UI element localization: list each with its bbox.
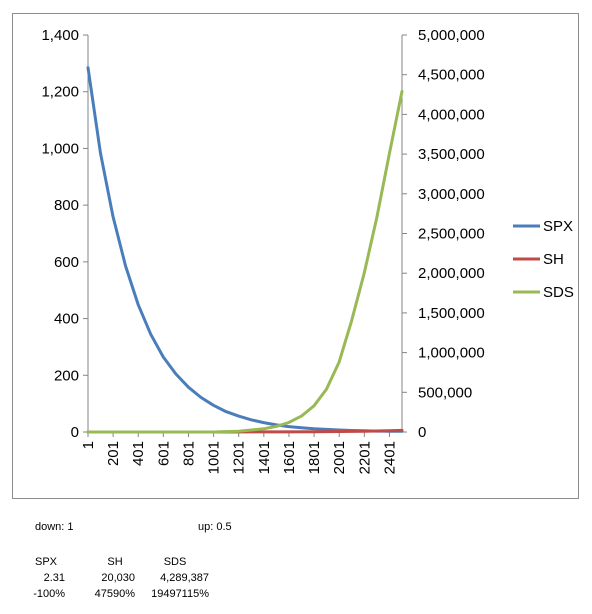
summary-change-sh: 47590% <box>94 588 135 600</box>
down-param: down: 1 <box>35 521 74 534</box>
left-tick-label: 1,200 <box>41 84 79 101</box>
summary-header-spx: SPX <box>34 556 57 568</box>
right-tick-label: 5,000,000 <box>418 27 485 44</box>
x-tick-label: 1601 <box>281 441 298 474</box>
summary-value-spx: 2.31 <box>43 572 65 584</box>
legend-label-spx: SPX <box>543 218 573 235</box>
up-param: up: 0.5 <box>198 521 232 534</box>
left-tick-label: 600 <box>54 254 79 271</box>
line-chart: 0 200 400 600 800 1,000 1,200 1,400 0 500,000 1,00… <box>41 27 574 474</box>
summary-change-sds: 19497115% <box>151 588 209 600</box>
down-value: 1 <box>67 521 74 533</box>
down-label: down: <box>35 521 65 533</box>
chart-area: 0 200 400 600 800 1,000 1,200 1,400 0 500,000 1,00… <box>12 13 579 499</box>
left-tick-label: 400 <box>54 311 79 328</box>
summary-header-sds: SDS <box>163 556 187 568</box>
x-tick-label: 1401 <box>256 441 273 474</box>
x-tick-label: 2201 <box>356 441 373 474</box>
summary-header-sh: SH <box>107 556 123 568</box>
right-tick-label: 4,000,000 <box>418 106 485 123</box>
x-tick-label: 401 <box>130 441 147 466</box>
right-tick-label: 2,000,000 <box>418 265 485 282</box>
up-value: 0.5 <box>216 521 232 533</box>
legend-label-sh: SH <box>543 251 564 268</box>
x-tick-label: 1 <box>80 441 97 449</box>
right-tick-label: 1,500,000 <box>418 305 485 322</box>
summary-value-sds: 4,289,387 <box>160 572 209 584</box>
summary-change-spx: -100% <box>33 588 65 600</box>
right-tick-label: 3,000,000 <box>418 186 485 203</box>
right-tick-label: 0 <box>418 424 426 441</box>
left-tick-label: 0 <box>71 424 79 441</box>
right-tick-label: 1,000,000 <box>418 345 485 362</box>
left-tick-label: 1,000 <box>41 140 79 157</box>
up-label: up: <box>198 521 214 533</box>
series-line-sds <box>86 89 404 434</box>
x-tick-label: 1001 <box>206 441 223 474</box>
left-tick-label: 1,400 <box>41 27 79 44</box>
summary-value-sh: 20,030 <box>101 572 135 584</box>
x-tick-label: 1201 <box>231 441 248 474</box>
x-tick-label: 1801 <box>306 441 323 474</box>
right-tick-label: 4,500,000 <box>418 67 485 84</box>
left-tick-label: 800 <box>54 197 79 214</box>
x-tick-label: 601 <box>155 441 172 466</box>
x-tick-label: 201 <box>105 441 122 466</box>
series-line-spx <box>86 66 404 433</box>
x-tick-label: 801 <box>180 441 197 466</box>
x-tick-label: 2401 <box>381 441 398 474</box>
legend-label-sds: SDS <box>543 284 574 301</box>
x-tick-label: 2001 <box>331 441 348 474</box>
right-tick-label: 3,500,000 <box>418 146 485 163</box>
right-tick-label: 500,000 <box>418 384 472 401</box>
left-tick-label: 200 <box>54 367 79 384</box>
right-tick-label: 2,500,000 <box>418 226 485 243</box>
